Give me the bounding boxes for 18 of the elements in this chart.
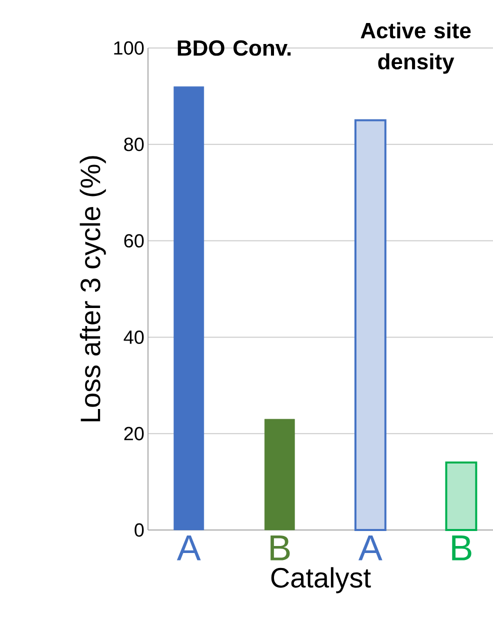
y-axis-title: Loss after 3 cycle (%) [80, 156, 106, 422]
y-tick-label: 0 [134, 523, 144, 537]
x-tick-label: B [452, 536, 472, 560]
bar [445, 462, 478, 531]
x-tick-label: B [270, 536, 290, 560]
x-tick-label: A [358, 536, 382, 560]
annotation: Active site density [360, 22, 471, 74]
y-tick-label: 80 [124, 138, 144, 152]
y-tick-label: 100 [114, 41, 144, 55]
y-tick-label: 20 [124, 426, 144, 440]
bar [174, 86, 204, 530]
y-tick-label: 60 [124, 234, 144, 248]
y-tick-label: 40 [124, 330, 144, 344]
bar [354, 119, 386, 531]
bar [264, 418, 295, 530]
x-tick-label: A [176, 536, 201, 560]
x-axis-title: Catalyst [271, 567, 371, 594]
annotation: BDO Conv. [178, 40, 291, 56]
